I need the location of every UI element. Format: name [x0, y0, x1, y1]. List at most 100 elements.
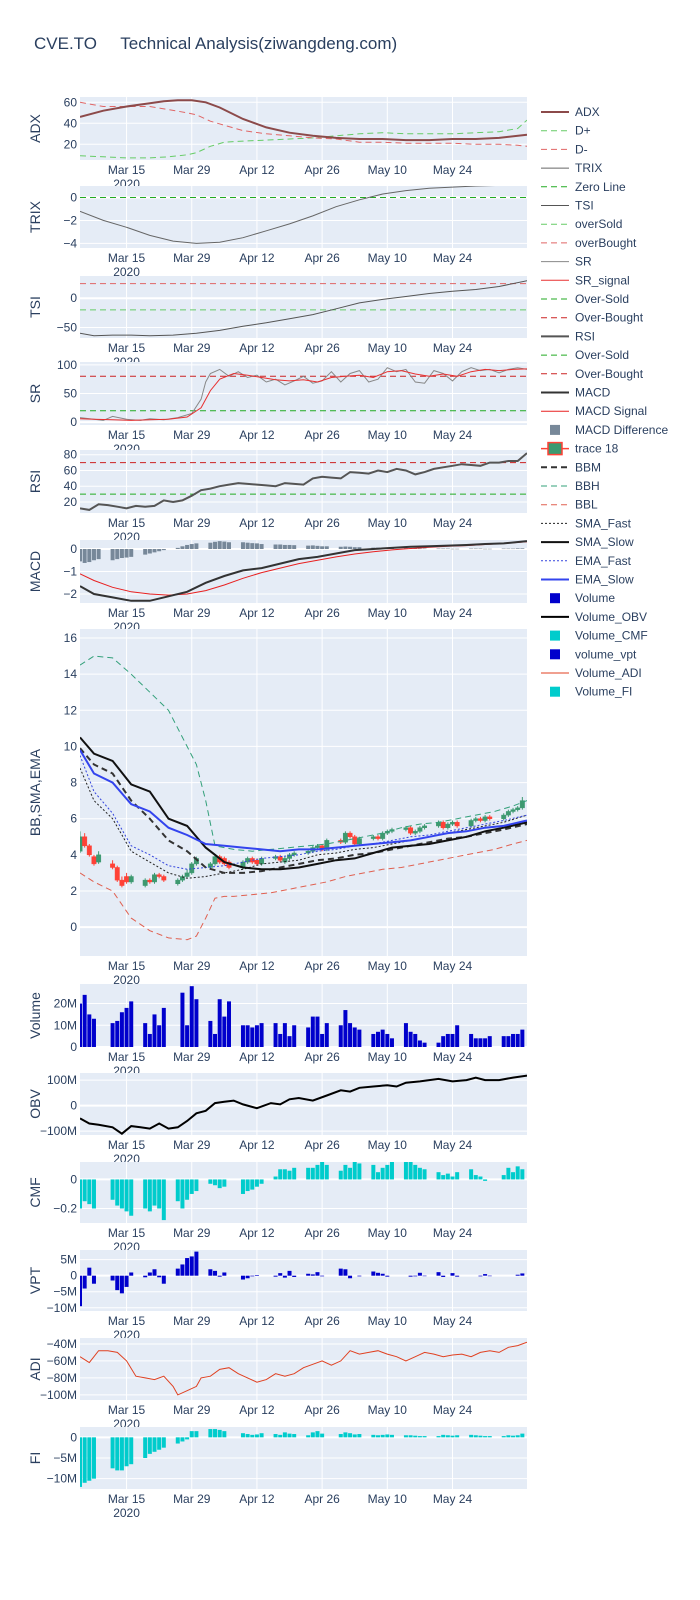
y-axis-label: FI — [27, 1452, 43, 1464]
bar — [310, 1274, 315, 1276]
bar — [292, 1275, 297, 1277]
bar — [520, 548, 525, 549]
legend-label: BBL — [575, 498, 598, 512]
bar — [87, 1014, 92, 1047]
x-tick-label: Apr 12 — [239, 1050, 275, 1064]
bar — [352, 1162, 357, 1180]
bar — [417, 1436, 422, 1438]
bar — [352, 1027, 357, 1047]
bar — [380, 1167, 385, 1180]
bar — [273, 544, 278, 549]
bar — [157, 1179, 162, 1209]
bar — [478, 1176, 483, 1180]
bar — [124, 1275, 129, 1287]
legend-item: MACD Difference — [550, 423, 668, 437]
bar — [240, 1179, 245, 1194]
legend-label: Zero Line — [575, 180, 626, 194]
legend-item: D+ — [541, 124, 591, 138]
legend-swatch — [547, 441, 563, 456]
legend-label: TSI — [575, 199, 594, 213]
legend-item: Volume — [550, 591, 615, 605]
bar — [208, 1269, 213, 1276]
bar — [450, 1033, 455, 1047]
x-tick-label: May 24 — [433, 1138, 473, 1152]
bar — [129, 549, 134, 557]
bar — [478, 1038, 483, 1047]
x-tick-label: May 24 — [433, 341, 473, 355]
bar — [487, 548, 492, 550]
y-tick-label: 0 — [70, 542, 77, 556]
bar — [213, 1179, 218, 1186]
bar — [287, 1270, 292, 1276]
x-tick-label: Apr 26 — [304, 163, 340, 177]
legend-label: ADX — [575, 105, 600, 119]
bar — [115, 1020, 120, 1047]
candle-body — [184, 872, 190, 877]
bar — [436, 548, 441, 550]
bar — [87, 1179, 92, 1205]
bar — [520, 1433, 525, 1438]
bar — [259, 1179, 264, 1184]
bar — [194, 543, 199, 549]
bar — [217, 1429, 222, 1438]
bar — [352, 1434, 357, 1438]
bar — [483, 1436, 488, 1438]
series-line — [80, 767, 527, 879]
bar — [278, 544, 283, 549]
series-line — [80, 280, 527, 337]
bar — [157, 1275, 162, 1278]
bar — [189, 986, 194, 1047]
bar — [515, 548, 520, 549]
legend-item: Volume_OBV — [541, 610, 647, 624]
bar — [213, 1033, 218, 1047]
bar — [161, 1437, 166, 1448]
bar — [80, 1003, 82, 1047]
bar — [408, 1031, 413, 1047]
bar — [194, 999, 199, 1047]
bar — [469, 548, 474, 550]
legend-item: overBought — [541, 236, 637, 250]
y-tick-label: 0 — [70, 1269, 77, 1283]
candle-body — [370, 836, 376, 839]
candle-body — [352, 836, 358, 845]
bar — [91, 1275, 96, 1284]
candle-body — [412, 831, 418, 834]
legend-label: SMA_Slow — [575, 535, 634, 549]
bar — [315, 1164, 320, 1180]
bar — [343, 1269, 348, 1276]
legend-item: Volume_FI — [550, 685, 632, 699]
y-axis-label: CMF — [27, 1177, 43, 1207]
y-tick-label: 12 — [64, 703, 78, 717]
bar — [82, 1179, 87, 1202]
bar — [422, 1169, 427, 1180]
bar — [408, 1435, 413, 1438]
plot-marks-vpt — [80, 1251, 525, 1307]
legend-label: SR — [575, 255, 592, 269]
bar — [240, 542, 245, 549]
bar — [376, 1031, 380, 1047]
bar — [282, 1275, 287, 1278]
bar — [124, 1179, 129, 1212]
plot-area-rsi — [80, 450, 527, 513]
bar — [348, 1023, 353, 1047]
x-tick-label: Apr 12 — [239, 959, 275, 973]
y-tick-label: 0 — [70, 1430, 77, 1444]
plot-area-obv — [80, 1073, 527, 1135]
legend-item: EMA_Slow — [541, 573, 634, 587]
y-tick-label: 0 — [70, 1172, 77, 1186]
plot-marks-volume — [80, 986, 525, 1047]
bar — [250, 543, 255, 549]
x-tick-label: Mar 15 — [108, 606, 146, 620]
x-tick-label: Mar 29 — [173, 1050, 211, 1064]
bar — [310, 1167, 315, 1180]
legend-item: D- — [541, 142, 588, 156]
legend-item: TRIX — [541, 161, 602, 175]
bar — [473, 548, 478, 550]
bar — [157, 1025, 162, 1047]
candle-body — [82, 836, 88, 847]
plot-area-adx — [80, 97, 527, 160]
bar — [422, 1275, 427, 1277]
bar — [240, 1433, 245, 1438]
y-tick-label: 20 — [64, 495, 78, 509]
